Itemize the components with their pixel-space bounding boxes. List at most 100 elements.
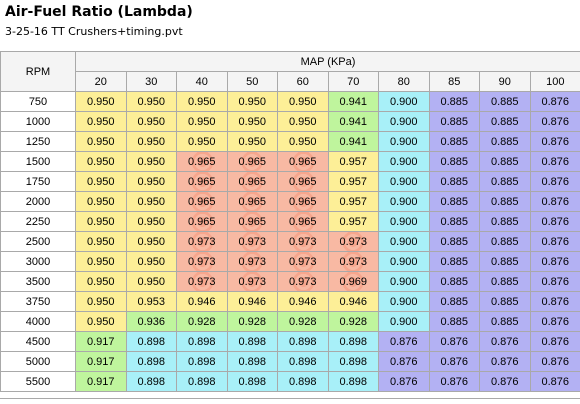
afr-cell[interactable]: 0.885 — [479, 191, 531, 212]
afr-cell[interactable]: 0.900 — [378, 91, 430, 112]
afr-cell[interactable]: 0.965 — [226, 151, 278, 172]
afr-cell[interactable]: 0.950 — [226, 131, 278, 152]
afr-cell[interactable]: 0.900 — [378, 311, 430, 332]
afr-cell[interactable]: 0.876 — [529, 251, 580, 272]
afr-cell[interactable]: 0.885 — [479, 171, 531, 192]
afr-cell[interactable]: 0.885 — [479, 131, 531, 152]
afr-cell[interactable]: 0.941 — [327, 131, 379, 152]
afr-cell[interactable]: 0.900 — [378, 231, 430, 252]
afr-cell[interactable]: 0.898 — [176, 351, 228, 372]
afr-cell[interactable]: 0.953 — [125, 291, 177, 312]
afr-cell[interactable]: 0.950 — [125, 191, 177, 212]
afr-cell[interactable]: 0.957 — [327, 191, 379, 212]
afr-cell[interactable]: 0.950 — [75, 151, 127, 172]
afr-cell[interactable]: 0.876 — [529, 311, 580, 332]
afr-cell[interactable]: 0.950 — [125, 211, 177, 232]
afr-cell[interactable]: 0.950 — [75, 211, 127, 232]
afr-cell[interactable]: 0.885 — [428, 91, 480, 112]
afr-cell[interactable]: 0.885 — [428, 231, 480, 252]
afr-cell[interactable]: 0.885 — [428, 291, 480, 312]
afr-cell[interactable]: 0.917 — [75, 351, 127, 372]
afr-cell[interactable]: 0.898 — [277, 331, 329, 352]
afr-cell[interactable]: 0.900 — [378, 191, 430, 212]
afr-cell[interactable]: 0.950 — [75, 291, 127, 312]
afr-cell[interactable]: 0.876 — [529, 291, 580, 312]
afr-cell[interactable]: 0.969 — [327, 271, 379, 292]
afr-cell[interactable]: 0.876 — [428, 331, 480, 352]
afr-cell[interactable]: 0.876 — [529, 351, 580, 372]
afr-cell[interactable]: 0.950 — [125, 251, 177, 272]
afr-cell[interactable]: 0.900 — [378, 171, 430, 192]
afr-cell[interactable]: 0.941 — [327, 111, 379, 132]
afr-cell[interactable]: 0.898 — [327, 351, 379, 372]
afr-cell[interactable]: 0.965 — [277, 191, 329, 212]
afr-cell[interactable]: 0.898 — [176, 371, 228, 392]
afr-cell[interactable]: 0.900 — [378, 151, 430, 172]
afr-cell[interactable]: 0.885 — [428, 271, 480, 292]
afr-cell[interactable]: 0.965 — [277, 211, 329, 232]
afr-cell[interactable]: 0.876 — [479, 331, 531, 352]
afr-cell[interactable]: 0.876 — [378, 371, 430, 392]
afr-cell[interactable]: 0.898 — [327, 331, 379, 352]
afr-cell[interactable]: 0.928 — [327, 311, 379, 332]
afr-cell[interactable]: 0.946 — [327, 291, 379, 312]
afr-cell[interactable]: 0.885 — [479, 251, 531, 272]
afr-cell[interactable]: 0.928 — [176, 311, 228, 332]
afr-cell[interactable]: 0.950 — [125, 131, 177, 152]
afr-cell[interactable]: 0.885 — [428, 111, 480, 132]
afr-cell[interactable]: 0.928 — [226, 311, 278, 332]
afr-cell[interactable]: 0.885 — [479, 211, 531, 232]
afr-cell[interactable]: 0.885 — [479, 151, 531, 172]
afr-cell[interactable]: 0.898 — [226, 351, 278, 372]
afr-cell[interactable]: 0.917 — [75, 331, 127, 352]
afr-cell[interactable]: 0.973 — [277, 231, 329, 252]
afr-cell[interactable]: 0.946 — [176, 291, 228, 312]
afr-cell[interactable]: 0.950 — [125, 271, 177, 292]
afr-cell[interactable]: 0.876 — [428, 351, 480, 372]
afr-cell[interactable]: 0.876 — [529, 91, 580, 112]
afr-cell[interactable]: 0.917 — [75, 371, 127, 392]
afr-cell[interactable]: 0.876 — [529, 191, 580, 212]
afr-cell[interactable]: 0.885 — [479, 311, 531, 332]
afr-cell[interactable]: 0.876 — [529, 111, 580, 132]
afr-cell[interactable]: 0.950 — [75, 231, 127, 252]
afr-cell[interactable]: 0.876 — [479, 371, 531, 392]
afr-cell[interactable]: 0.898 — [327, 371, 379, 392]
afr-cell[interactable]: 0.965 — [176, 171, 228, 192]
afr-cell[interactable]: 0.950 — [226, 91, 278, 112]
afr-cell[interactable]: 0.950 — [277, 91, 329, 112]
afr-cell[interactable]: 0.957 — [327, 211, 379, 232]
afr-cell[interactable]: 0.876 — [378, 331, 430, 352]
afr-cell[interactable]: 0.885 — [428, 171, 480, 192]
afr-cell[interactable]: 0.876 — [428, 371, 480, 392]
afr-cell[interactable]: 0.946 — [226, 291, 278, 312]
afr-cell[interactable]: 0.885 — [428, 211, 480, 232]
afr-cell[interactable]: 0.900 — [378, 291, 430, 312]
afr-cell[interactable]: 0.950 — [75, 111, 127, 132]
afr-cell[interactable]: 0.876 — [378, 351, 430, 372]
afr-cell[interactable]: 0.936 — [125, 311, 177, 332]
afr-cell[interactable]: 0.885 — [428, 311, 480, 332]
afr-cell[interactable]: 0.900 — [378, 271, 430, 292]
afr-cell[interactable]: 0.885 — [479, 271, 531, 292]
afr-cell[interactable]: 0.885 — [479, 111, 531, 132]
afr-cell[interactable]: 0.900 — [378, 131, 430, 152]
afr-cell[interactable]: 0.950 — [125, 151, 177, 172]
afr-cell[interactable]: 0.950 — [176, 91, 228, 112]
afr-cell[interactable]: 0.898 — [125, 371, 177, 392]
afr-cell[interactable]: 0.965 — [176, 211, 228, 232]
afr-cell[interactable]: 0.900 — [378, 111, 430, 132]
afr-cell[interactable]: 0.885 — [479, 231, 531, 252]
afr-cell[interactable]: 0.950 — [277, 131, 329, 152]
afr-cell[interactable]: 0.950 — [75, 91, 127, 112]
afr-cell[interactable]: 0.876 — [529, 371, 580, 392]
afr-cell[interactable]: 0.957 — [327, 151, 379, 172]
afr-cell[interactable]: 0.898 — [277, 371, 329, 392]
afr-cell[interactable]: 0.946 — [277, 291, 329, 312]
afr-cell[interactable]: 0.876 — [529, 211, 580, 232]
afr-cell[interactable]: 0.876 — [529, 331, 580, 352]
afr-cell[interactable]: 0.973 — [226, 231, 278, 252]
afr-cell[interactable]: 0.876 — [529, 171, 580, 192]
afr-cell[interactable]: 0.885 — [479, 91, 531, 112]
afr-cell[interactable]: 0.885 — [428, 131, 480, 152]
